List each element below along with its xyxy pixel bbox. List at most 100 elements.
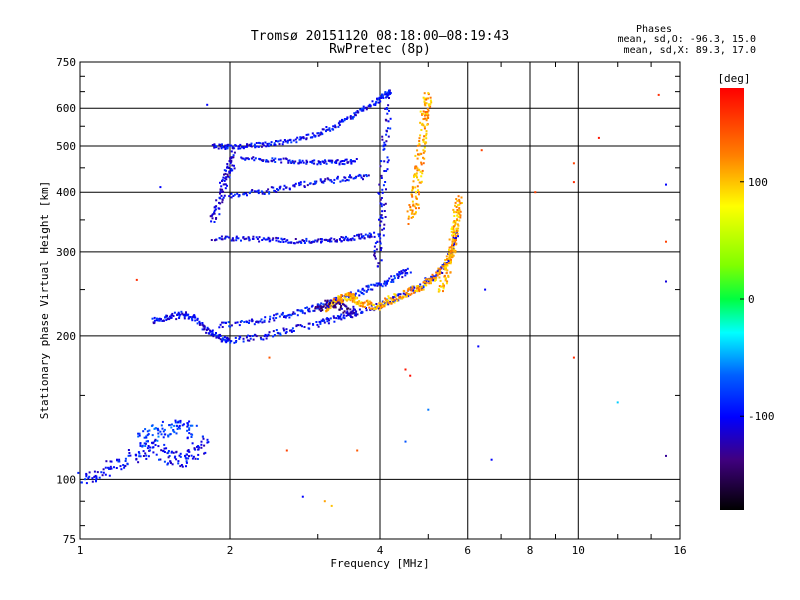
data-point — [210, 239, 213, 241]
data-point — [427, 278, 430, 281]
data-point — [328, 305, 331, 308]
data-point — [424, 104, 427, 107]
data-point — [429, 103, 432, 106]
data-point — [436, 274, 439, 277]
data-point — [443, 274, 446, 277]
data-point — [361, 236, 364, 239]
data-point — [251, 157, 254, 160]
data-point — [312, 240, 315, 243]
data-point — [386, 299, 388, 302]
data-point — [170, 450, 173, 453]
data-point — [229, 341, 232, 344]
data-point — [191, 319, 194, 322]
data-point — [254, 157, 257, 160]
data-point — [380, 259, 383, 262]
data-point — [445, 265, 448, 267]
data-point — [189, 424, 192, 427]
data-point — [303, 180, 306, 183]
data-point — [392, 299, 395, 301]
data-point — [417, 203, 420, 206]
data-point — [404, 295, 407, 298]
data-point — [299, 240, 302, 243]
data-point — [192, 314, 195, 317]
data-point — [447, 275, 450, 278]
data-point — [155, 453, 158, 456]
data-point — [373, 245, 376, 248]
data-point — [233, 164, 235, 167]
data-point — [356, 449, 359, 452]
data-point — [291, 313, 294, 315]
data-point — [246, 143, 248, 146]
data-point — [387, 295, 390, 298]
data-point — [373, 307, 376, 310]
data-point — [242, 236, 245, 239]
data-point — [397, 293, 400, 296]
data-point — [210, 220, 213, 223]
data-point — [257, 320, 260, 323]
data-point — [458, 198, 461, 201]
data-point — [371, 100, 374, 103]
data-point — [366, 303, 369, 306]
data-point — [457, 212, 460, 214]
data-point — [237, 147, 240, 150]
data-point — [274, 144, 277, 147]
data-point — [362, 105, 365, 108]
data-point — [303, 240, 305, 242]
data-point — [341, 300, 344, 303]
data-point — [163, 451, 166, 453]
data-point — [284, 316, 287, 319]
grid-lines — [80, 62, 680, 539]
data-point — [336, 239, 338, 242]
data-point — [423, 100, 426, 103]
data-point — [80, 481, 83, 484]
data-point — [336, 177, 339, 180]
data-point — [230, 196, 233, 199]
data-point — [197, 445, 200, 447]
data-point — [137, 451, 140, 454]
data-point — [381, 188, 384, 191]
data-point — [417, 286, 420, 289]
data-point — [451, 244, 453, 247]
data-point — [314, 182, 317, 185]
data-point — [446, 269, 449, 272]
data-point — [234, 336, 237, 339]
data-point — [411, 186, 414, 189]
data-point — [318, 308, 321, 311]
data-point — [210, 214, 213, 217]
chart-title: Tromsø 20151120 08:18:00–08:19:43 — [251, 29, 509, 44]
data-point — [454, 224, 456, 227]
data-point — [160, 433, 163, 436]
data-point — [172, 315, 175, 317]
data-point — [226, 165, 229, 168]
data-point — [248, 322, 250, 324]
data-point — [275, 329, 278, 331]
data-point — [404, 293, 407, 296]
data-point — [142, 430, 145, 433]
data-point — [418, 137, 421, 140]
data-point — [283, 238, 286, 240]
data-point — [220, 235, 223, 238]
data-point — [224, 235, 227, 238]
data-point — [364, 305, 366, 308]
data-point — [218, 196, 221, 199]
data-point — [177, 426, 180, 429]
data-point — [413, 205, 416, 208]
data-point — [375, 282, 378, 285]
data-point — [457, 235, 459, 238]
data-point — [377, 233, 380, 236]
data-point — [319, 179, 322, 182]
data-point — [267, 333, 270, 336]
data-point — [404, 274, 407, 277]
data-point — [219, 338, 222, 341]
data-point — [413, 173, 416, 176]
data-point — [375, 305, 378, 308]
data-point — [324, 299, 327, 302]
data-point — [330, 299, 333, 302]
data-point — [354, 176, 356, 179]
y-tick-label: 400 — [56, 186, 76, 199]
data-point — [173, 311, 176, 314]
data-point — [299, 138, 302, 141]
data-point — [371, 307, 374, 310]
data-point — [409, 206, 412, 208]
x-tick-label: 6 — [464, 544, 471, 557]
